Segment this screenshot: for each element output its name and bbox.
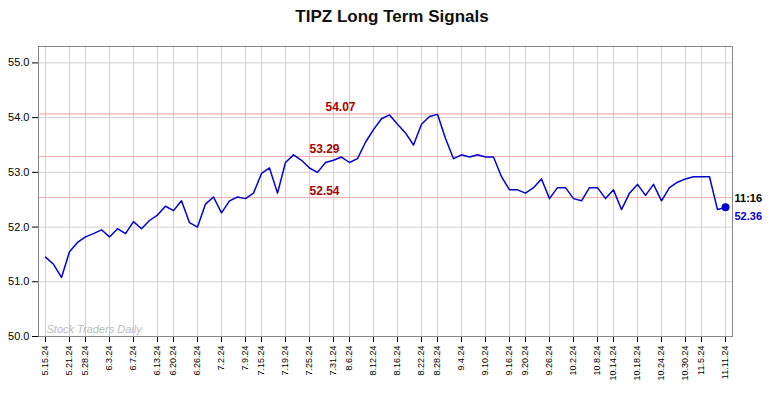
svg-text:55.0: 55.0 bbox=[8, 56, 29, 68]
svg-text:11.5.24: 11.5.24 bbox=[696, 346, 706, 375]
svg-text:7.25.24: 7.25.24 bbox=[304, 346, 314, 376]
svg-text:8.28.24: 8.28.24 bbox=[432, 346, 442, 376]
html-text:TIPZ Long Term Signals: TIPZ Long Term Signals bbox=[295, 7, 489, 26]
svg-text:53.0: 53.0 bbox=[8, 166, 29, 178]
svg-text:8.22.24: 8.22.24 bbox=[416, 346, 426, 376]
svg-text:7.9.24: 7.9.24 bbox=[240, 346, 250, 371]
svg-text:6.3.24: 6.3.24 bbox=[104, 346, 114, 371]
svg-text:5.21.24: 5.21.24 bbox=[64, 346, 74, 376]
svg-text:9.26.24: 9.26.24 bbox=[544, 346, 554, 376]
svg-text:7.31.24: 7.31.24 bbox=[328, 346, 338, 376]
svg-text:5.28.24: 5.28.24 bbox=[80, 346, 90, 376]
svg-text:11.11.24: 11.11.24 bbox=[720, 346, 730, 380]
svg-text:10.8.24: 10.8.24 bbox=[592, 346, 602, 376]
svg-text:9.16.24: 9.16.24 bbox=[504, 346, 514, 376]
svg-text:5.15.24: 5.15.24 bbox=[40, 346, 50, 376]
svg-text:8.12.24: 8.12.24 bbox=[368, 346, 378, 376]
svg-text:10.24.24: 10.24.24 bbox=[656, 346, 666, 381]
svg-text:8.6.24: 8.6.24 bbox=[344, 346, 354, 371]
svg-text:52.54: 52.54 bbox=[310, 184, 340, 198]
svg-text:52.0: 52.0 bbox=[8, 221, 29, 233]
svg-text:7.15.24: 7.15.24 bbox=[256, 346, 266, 376]
svg-text:54.07: 54.07 bbox=[326, 100, 356, 114]
svg-text:52.36: 52.36 bbox=[735, 210, 763, 222]
svg-text:51.0: 51.0 bbox=[8, 275, 29, 287]
svg-text:50.0: 50.0 bbox=[8, 330, 29, 342]
svg-text:9.4.24: 9.4.24 bbox=[456, 346, 466, 371]
svg-text:6.7.24: 6.7.24 bbox=[128, 346, 138, 371]
svg-text:10.14.24: 10.14.24 bbox=[608, 346, 618, 381]
svg-text:10.2.24: 10.2.24 bbox=[568, 346, 578, 376]
svg-text:7.2.24: 7.2.24 bbox=[216, 346, 226, 371]
svg-text:7.19.24: 7.19.24 bbox=[280, 346, 290, 376]
svg-text:54.0: 54.0 bbox=[8, 111, 29, 123]
svg-text:6.13.24: 6.13.24 bbox=[152, 346, 162, 376]
svg-text:11:16: 11:16 bbox=[735, 192, 763, 204]
svg-text:9.20.24: 9.20.24 bbox=[520, 346, 530, 376]
svg-text:Stock Traders Daily: Stock Traders Daily bbox=[47, 323, 144, 335]
svg-text:8.16.24: 8.16.24 bbox=[392, 346, 402, 376]
svg-text:6.26.24: 6.26.24 bbox=[192, 346, 202, 376]
svg-text:10.30.24: 10.30.24 bbox=[680, 346, 690, 381]
svg-text:6.20.24: 6.20.24 bbox=[168, 346, 178, 376]
svg-text:9.10.24: 9.10.24 bbox=[480, 346, 490, 376]
svg-text:53.29: 53.29 bbox=[310, 142, 340, 156]
svg-text:10.18.24: 10.18.24 bbox=[632, 346, 642, 381]
